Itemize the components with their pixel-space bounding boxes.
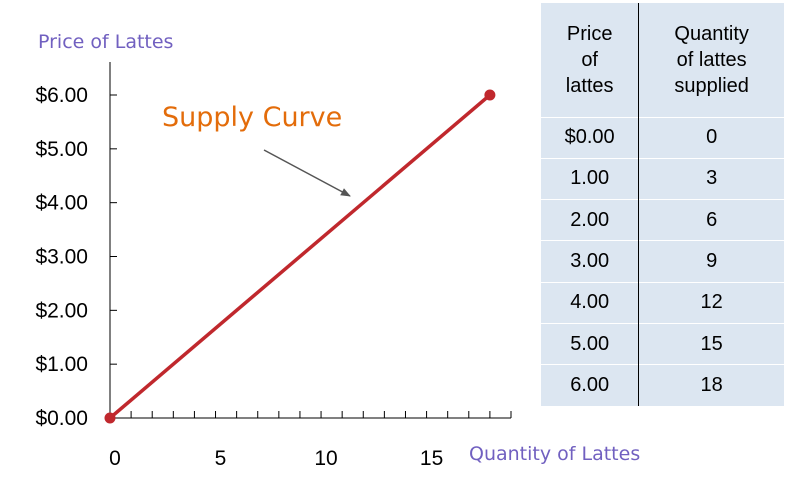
price-cell: 1.00 [570,167,610,190]
x-tick-label: 10 [314,447,337,470]
quantity-cell: 18 [638,364,784,406]
price-cell: 4.00 [570,291,610,314]
quantity-cell: 0 [638,117,784,159]
x-tick-label: 5 [215,447,227,470]
supply-curve-line [108,93,492,420]
quantity-cell: 9 [638,240,784,283]
header-line: lattes [565,74,614,97]
quantity-cell: 15 [638,323,784,365]
table-row: 6.00 18 [541,364,784,406]
quantity-cell: 12 [638,282,784,324]
x-tick-label: 0 [109,447,121,470]
quantity-cell: 3 [638,158,784,200]
y-tick-label: $4.00 [35,192,88,215]
price-cell: $0.00 [564,126,615,149]
supply-schedule-table: Price of lattes Quantity of lattes suppl… [541,3,784,406]
table-row: 5.00 15 [541,323,784,365]
y-tick-label: $1.00 [35,353,88,376]
y-tick-label: $2.00 [35,299,88,322]
data-point [104,412,116,424]
x-tick-label: 15 [420,447,443,470]
supply-curve-annotation: Supply Curve [162,102,342,133]
y-tick-label: $0.00 [35,407,88,430]
y-tick-label: $5.00 [35,138,88,161]
y-axis-title: Price of Lattes [38,31,173,53]
header-line: Price [566,22,613,45]
table-row: 1.00 3 [541,158,784,200]
y-tick-label: $6.00 [35,84,88,107]
price-cell: 6.00 [570,374,610,397]
data-point [484,89,496,101]
table-row: 2.00 6 [541,199,784,241]
price-cell: 3.00 [570,249,610,272]
table-row: $0.00 0 [541,117,784,159]
quantity-column-header: Quantity of lattes supplied [638,3,784,117]
table-row: 3.00 9 [541,240,784,283]
header-line: of [581,48,598,71]
price-cell: 5.00 [570,332,610,355]
annotation-arrow [263,149,351,197]
y-tick-label: $3.00 [35,246,88,269]
header-line: Quantity [674,22,749,45]
price-column-header: Price of lattes [541,3,639,117]
price-cell: 2.00 [570,208,610,231]
table-header-row: Price of lattes Quantity of lattes suppl… [541,3,784,117]
header-line: of lattes [676,48,747,71]
table-row: 4.00 12 [541,282,784,324]
x-axis-title: Quantity of Lattes [469,443,640,465]
header-line: supplied [674,74,749,97]
quantity-cell: 6 [638,199,784,241]
